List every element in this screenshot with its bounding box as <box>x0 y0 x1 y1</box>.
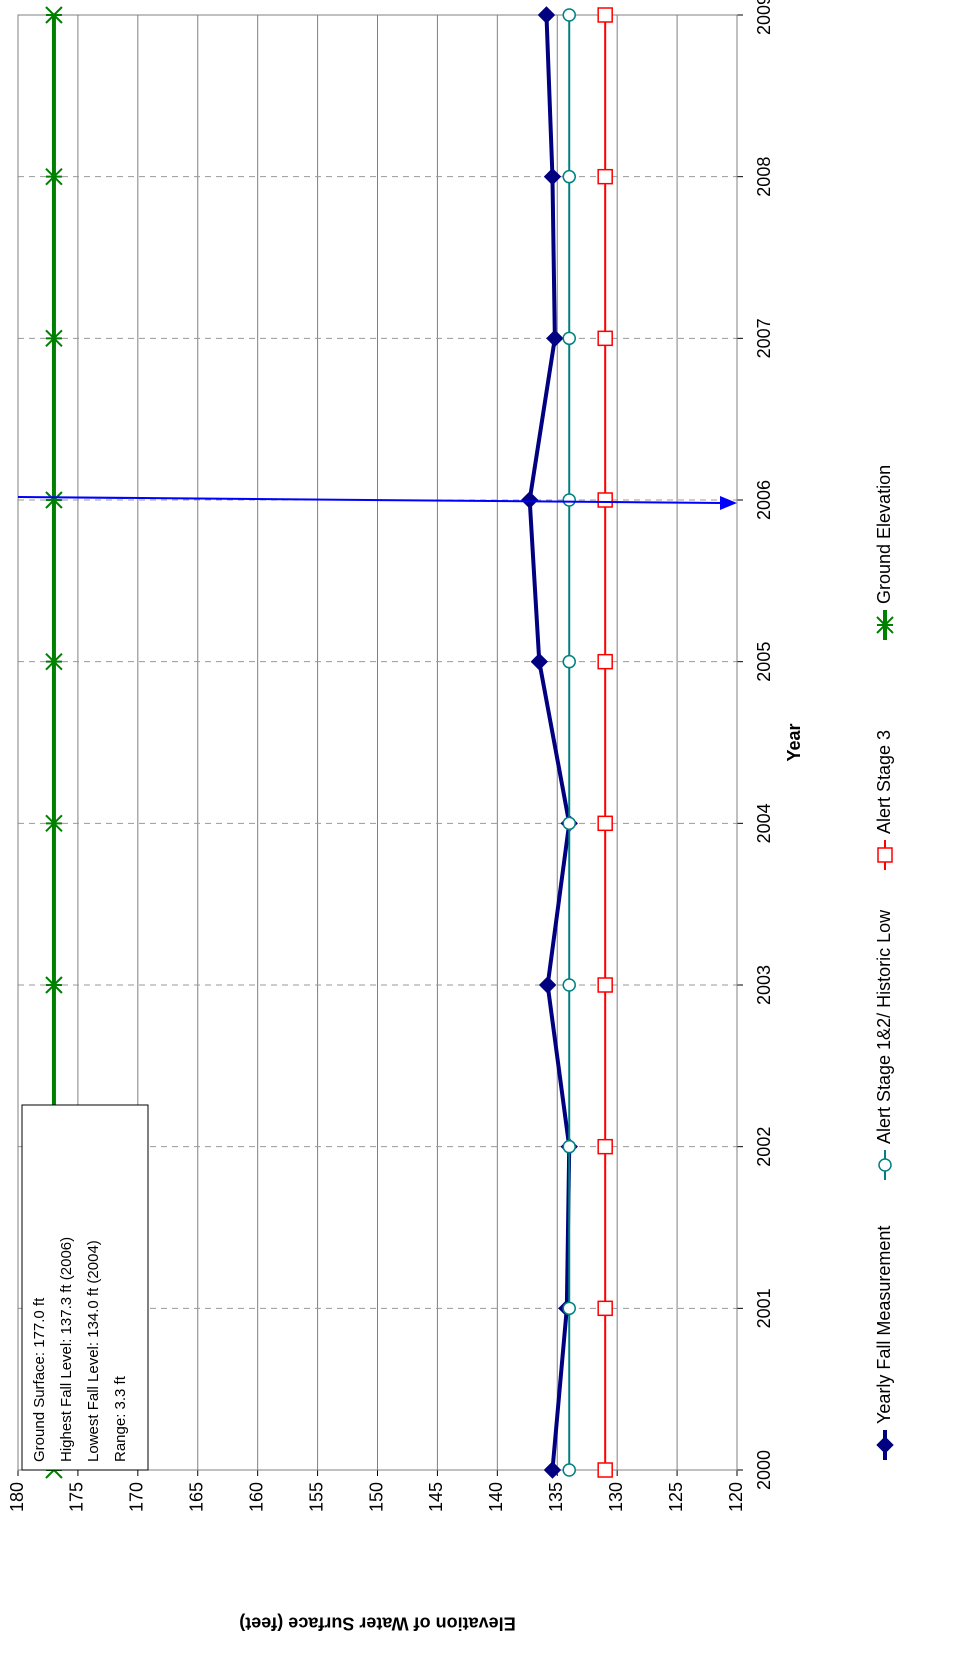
marker <box>876 616 894 634</box>
y-tick-label: 160 <box>246 1482 266 1512</box>
x-axis-title: Year <box>784 723 804 761</box>
marker <box>597 330 613 347</box>
marker <box>530 652 548 671</box>
marker <box>543 167 562 186</box>
annotation-text: Highest Fall Level: 137.3 ft (2006) <box>58 1237 75 1462</box>
marker <box>562 331 576 346</box>
marker <box>876 1436 894 1454</box>
x-tick-label: 2006 <box>754 480 774 520</box>
x-tick-label: 2007 <box>754 318 774 358</box>
marker <box>562 1463 576 1477</box>
annotation-text: Range: 3.3 ft <box>112 1375 129 1462</box>
marker <box>45 329 63 348</box>
marker <box>562 654 576 669</box>
marker <box>597 7 613 23</box>
marker <box>597 977 613 993</box>
x-tick-label: 2003 <box>754 965 774 1005</box>
marker <box>45 167 63 186</box>
legend-label: Alert Stage 1&2/ Historic Low <box>874 909 894 1144</box>
legend-label: Alert Stage 3 <box>874 730 894 834</box>
y-tick-label: 180 <box>7 1482 27 1512</box>
rotated-chart: 120 125 130 135 140 145 150 155 160 165 170 175 180 2… <box>7 0 894 1633</box>
marker <box>543 1461 562 1479</box>
marker <box>597 168 613 185</box>
x-tick-label: 2002 <box>754 1127 774 1167</box>
y-tick-label: 130 <box>606 1482 626 1512</box>
x-tick-label: 2005 <box>754 642 774 682</box>
marker <box>537 6 556 24</box>
legend-label: Ground Elevation <box>874 465 894 604</box>
y-tick-label: 120 <box>726 1482 746 1512</box>
marker <box>546 329 564 348</box>
marker <box>562 493 576 507</box>
marker <box>597 1300 613 1317</box>
x-tick-label: 2009 <box>754 0 774 35</box>
marker <box>45 976 63 994</box>
marker <box>562 1139 576 1154</box>
series-line <box>527 14 572 1471</box>
marker <box>597 815 613 832</box>
y-tick-label: 145 <box>426 1482 446 1512</box>
marker <box>562 169 576 184</box>
legend-label: Yearly Fall Measurement <box>874 1226 894 1424</box>
marker <box>597 653 613 670</box>
marker <box>520 491 539 509</box>
marker <box>597 492 613 508</box>
annotation-text: Ground Surface: 177.0 ft <box>31 1297 48 1462</box>
marker <box>562 1301 576 1316</box>
marker <box>562 978 576 992</box>
marker <box>562 816 576 831</box>
y-tick-label: 165 <box>187 1482 207 1512</box>
marker <box>878 1158 892 1172</box>
y-tick-label: 155 <box>306 1482 326 1512</box>
y-tick-label: 125 <box>666 1482 686 1512</box>
marker <box>597 1462 613 1478</box>
annotation-text: Lowest Fall Level: 134.0 ft (2004) <box>85 1240 102 1462</box>
marker <box>538 976 557 994</box>
y-tick-label: 140 <box>486 1482 506 1512</box>
y-axis-title: Elevation of Water Surface (feet) <box>239 1613 515 1633</box>
marker <box>562 8 576 22</box>
arrow-head <box>720 496 737 510</box>
marker <box>45 814 63 833</box>
marker <box>45 491 63 509</box>
marker <box>597 1138 613 1155</box>
marker <box>45 652 63 671</box>
plot-frame <box>17 14 738 1471</box>
arrow <box>17 496 723 504</box>
marker <box>45 6 63 24</box>
x-tick-label: 2000 <box>754 1450 774 1490</box>
annotation-box <box>21 1104 149 1471</box>
y-tick-label: 135 <box>546 1482 566 1512</box>
y-tick-label: 170 <box>127 1482 147 1512</box>
x-tick-label: 2001 <box>754 1288 774 1328</box>
x-tick-label: 2008 <box>754 157 774 197</box>
marker <box>877 847 893 863</box>
y-tick-label: 175 <box>67 1482 87 1512</box>
y-tick-label: 150 <box>366 1482 386 1512</box>
x-tick-label: 2004 <box>754 803 774 843</box>
